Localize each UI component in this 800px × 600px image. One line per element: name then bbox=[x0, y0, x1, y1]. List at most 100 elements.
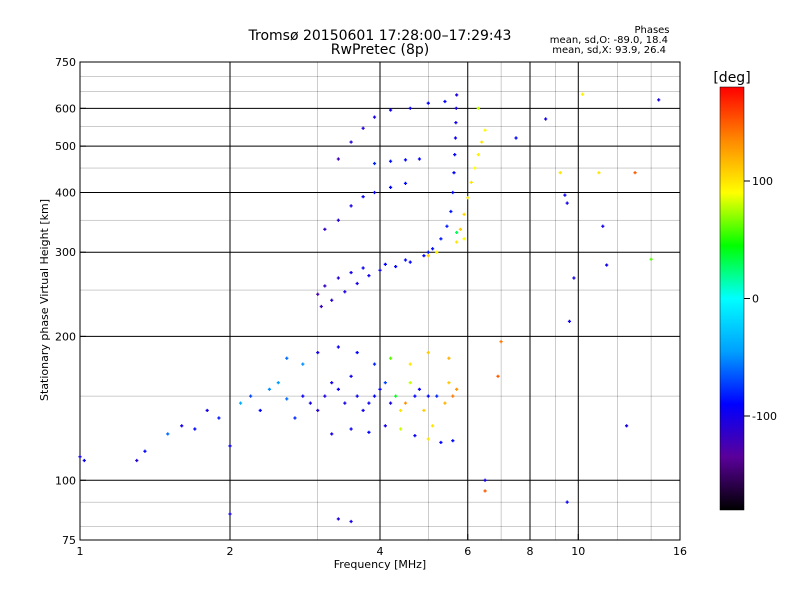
data-point bbox=[316, 292, 320, 296]
data-point bbox=[336, 276, 340, 280]
data-point bbox=[563, 193, 567, 197]
data-point bbox=[361, 266, 365, 270]
x-tick-label: 6 bbox=[464, 545, 471, 558]
data-point bbox=[514, 136, 518, 140]
colorbar-tick-label: -100 bbox=[752, 410, 777, 423]
data-point bbox=[649, 257, 653, 261]
data-point bbox=[417, 387, 422, 391]
data-point bbox=[238, 401, 243, 405]
data-point bbox=[323, 227, 327, 231]
data-point bbox=[378, 387, 382, 391]
data-point bbox=[378, 268, 382, 272]
data-point bbox=[455, 230, 459, 235]
data-point bbox=[476, 153, 480, 157]
data-point bbox=[349, 204, 353, 208]
data-point bbox=[316, 350, 320, 355]
data-point bbox=[388, 356, 393, 360]
data-point bbox=[258, 408, 262, 413]
data-point bbox=[399, 408, 403, 413]
x-tick-label: 16 bbox=[673, 545, 687, 558]
data-point bbox=[349, 427, 353, 431]
data-point bbox=[426, 394, 430, 398]
data-point bbox=[458, 227, 463, 231]
data-point bbox=[367, 430, 371, 434]
y-axis-ticks: 750 600 500 400 300 200 100 75 bbox=[55, 56, 86, 547]
data-point bbox=[372, 394, 377, 398]
data-point bbox=[361, 408, 365, 413]
data-point bbox=[580, 92, 585, 96]
x-axis-label: Frequency [MHz] bbox=[334, 558, 426, 571]
chart-title: Tromsø 20150601 17:28:00–17:29:43 bbox=[248, 28, 512, 44]
data-point bbox=[480, 140, 484, 144]
data-point bbox=[343, 401, 347, 405]
data-point bbox=[316, 408, 320, 413]
data-point bbox=[323, 394, 327, 398]
data-point bbox=[308, 401, 313, 405]
data-point bbox=[565, 500, 569, 504]
data-point bbox=[565, 201, 569, 205]
data-point bbox=[496, 374, 500, 378]
data-point bbox=[399, 427, 403, 431]
data-point bbox=[449, 209, 453, 214]
data-point bbox=[430, 247, 435, 251]
data-point bbox=[166, 432, 170, 436]
data-point bbox=[439, 237, 443, 241]
data-point bbox=[336, 218, 340, 222]
data-point bbox=[454, 106, 458, 110]
data-point bbox=[394, 394, 398, 398]
data-point bbox=[388, 185, 393, 189]
data-point bbox=[426, 101, 430, 105]
data-point bbox=[426, 250, 430, 254]
x-tick-label: 4 bbox=[377, 545, 384, 558]
data-point bbox=[82, 458, 86, 463]
data-point bbox=[388, 159, 393, 163]
data-point bbox=[483, 478, 487, 482]
data-point bbox=[394, 264, 398, 269]
data-point bbox=[455, 240, 459, 244]
data-point bbox=[657, 98, 661, 102]
data-point bbox=[447, 381, 451, 385]
x-tick-label: 10 bbox=[571, 545, 585, 558]
data-point bbox=[430, 424, 435, 428]
data-point bbox=[336, 157, 340, 161]
data-point bbox=[78, 455, 82, 459]
data-point bbox=[426, 350, 430, 355]
data-point bbox=[217, 416, 221, 420]
data-point bbox=[624, 424, 629, 428]
data-point bbox=[439, 440, 443, 445]
data-point bbox=[323, 284, 327, 288]
data-point bbox=[205, 408, 209, 413]
data-point bbox=[476, 106, 480, 110]
data-point bbox=[435, 250, 439, 254]
data-point bbox=[451, 190, 455, 195]
data-point bbox=[462, 212, 466, 216]
data-point bbox=[403, 158, 408, 162]
data-point bbox=[403, 181, 408, 185]
data-point bbox=[451, 394, 455, 398]
chart-subtitle: RwPretec (8p) bbox=[331, 42, 429, 58]
data-point bbox=[267, 387, 272, 391]
phase-info-x: mean, sd,X: 93.9, 26.4 bbox=[552, 45, 666, 56]
data-point bbox=[143, 449, 147, 453]
data-point bbox=[336, 345, 340, 349]
data-point bbox=[454, 121, 458, 125]
y-tick-label: 75 bbox=[62, 534, 76, 547]
data-point bbox=[413, 394, 417, 398]
data-point bbox=[367, 401, 371, 405]
data-point bbox=[443, 99, 447, 104]
data-point bbox=[383, 424, 387, 428]
phase-info-o: mean, sd,O: -89.0, 18.4 bbox=[550, 35, 668, 46]
data-point bbox=[349, 140, 353, 144]
data-point bbox=[372, 115, 377, 119]
colorbar-gradient bbox=[719, 86, 745, 511]
y-tick-label: 600 bbox=[55, 102, 76, 115]
colorbar-label: [deg] bbox=[713, 70, 750, 86]
data-point bbox=[408, 106, 412, 110]
data-point bbox=[473, 166, 477, 170]
x-tick-label: 2 bbox=[227, 545, 234, 558]
data-point bbox=[499, 340, 503, 344]
data-point bbox=[417, 157, 422, 161]
data-point bbox=[372, 362, 377, 366]
data-point bbox=[135, 458, 139, 463]
